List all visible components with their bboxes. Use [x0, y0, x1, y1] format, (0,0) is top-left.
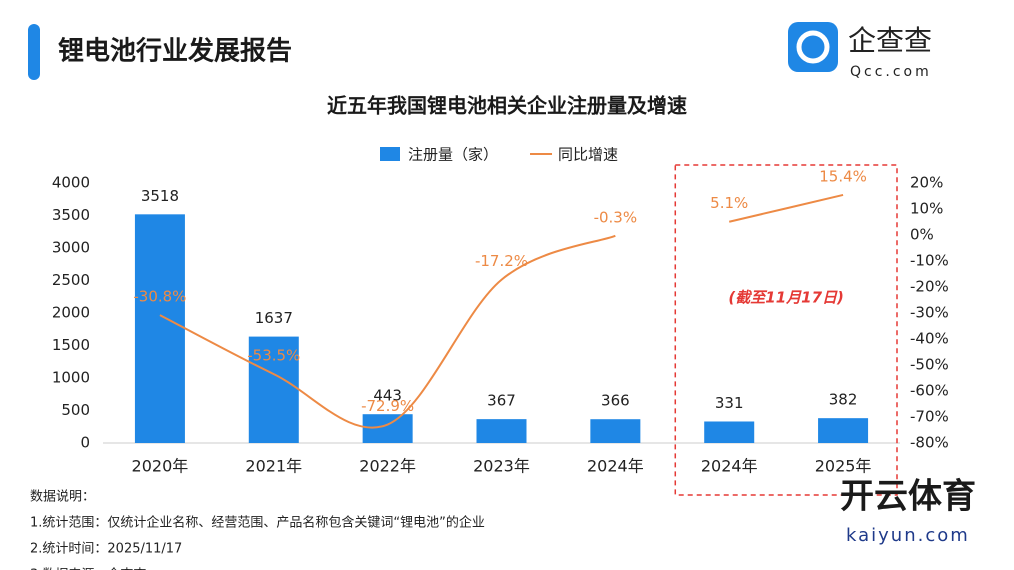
logo-icon	[788, 22, 838, 72]
note: 3.数据来源：企查查	[30, 567, 146, 570]
x-tick-label: 2024年	[587, 457, 644, 476]
y2-tick-label: -40%	[910, 330, 949, 348]
x-tick-label: 2024年	[701, 457, 758, 476]
line-value-label: -0.3%	[594, 208, 638, 226]
y-tick-label: 3000	[52, 239, 90, 257]
line-value-label: 5.1%	[710, 194, 748, 212]
bar	[134, 214, 185, 443]
header-title: 锂电池行业发展报告	[58, 36, 292, 67]
bar	[362, 414, 413, 443]
bar-value-label: 443	[373, 387, 402, 405]
y-tick-label: 3500	[52, 206, 90, 224]
highlight-label: (截至11月17日)	[728, 289, 843, 307]
line-value-label: -30.8%	[133, 288, 186, 306]
x-tick-label: 2022年	[359, 457, 416, 476]
note: 数据说明：	[30, 490, 95, 505]
bar	[818, 418, 869, 443]
y2-tick-label: -70%	[910, 408, 949, 426]
y-tick-label: 1000	[52, 369, 90, 387]
y-tick-label: 4000	[52, 174, 90, 192]
note: 1.统计范围：仅统计企业名称、经营范围、产品名称包含关键词“锂电池”的企业	[30, 515, 485, 531]
x-tick-label: 2025年	[815, 457, 872, 476]
y2-tick-label: -50%	[910, 356, 949, 374]
line	[159, 234, 616, 429]
bar-value-label: 331	[715, 394, 744, 412]
x-tick-label: 2023年	[473, 457, 530, 476]
line-value-label: -17.2%	[475, 252, 528, 270]
legend-label: 注册量（家）	[408, 146, 498, 164]
line-value-label: 15.4%	[819, 167, 867, 185]
bar	[248, 336, 299, 443]
y2-tick-label: -80%	[910, 434, 949, 452]
watermark-title: 开云体育	[840, 477, 976, 517]
logo-sub: Qcc.com	[850, 64, 932, 80]
y-tick-label: 1500	[52, 336, 90, 354]
bar-value-label: 3518	[141, 187, 179, 205]
y2-tick-label: -10%	[910, 252, 949, 270]
x-tick-label: 2020年	[132, 457, 189, 476]
bar-value-label: 366	[601, 392, 630, 410]
y2-tick-label: 20%	[910, 174, 943, 192]
line-value-label: -53.5%	[247, 347, 300, 365]
bar	[704, 421, 755, 443]
x-tick-label: 2021年	[245, 457, 302, 476]
legend-label: 同比增速	[558, 146, 618, 164]
header-accent	[28, 24, 40, 80]
y-tick-label: 0	[80, 434, 90, 452]
logo-mark	[796, 30, 830, 64]
watermark-sub: kaiyun.com	[846, 525, 970, 546]
line-value-label: -72.9%	[361, 397, 414, 415]
watermark: 开云体育 kaiyun.com	[840, 477, 976, 547]
bar	[476, 419, 527, 443]
bar-value-label: 382	[829, 391, 858, 409]
highlight-box	[674, 164, 898, 496]
y2-tick-label: 0%	[910, 226, 934, 244]
y2-tick-label: -20%	[910, 278, 949, 296]
note: 2.统计时间：2025/11/17	[30, 542, 182, 557]
y-tick-label: 2000	[52, 304, 90, 322]
bar-value-label: 367	[487, 392, 516, 410]
y2-tick-label: 10%	[910, 200, 943, 218]
y-tick-label: 2500	[52, 271, 90, 289]
bar	[590, 419, 641, 443]
y2-tick-label: -30%	[910, 304, 949, 322]
y-tick-label: 500	[61, 401, 90, 419]
chart-title: 近五年我国锂电池相关企业注册量及增速	[327, 94, 687, 118]
y2-tick-label: -60%	[910, 382, 949, 400]
bar-value-label: 1637	[255, 309, 293, 327]
legend-swatch	[380, 147, 400, 161]
logo-text: 企查查	[848, 24, 932, 57]
line	[728, 193, 844, 223]
